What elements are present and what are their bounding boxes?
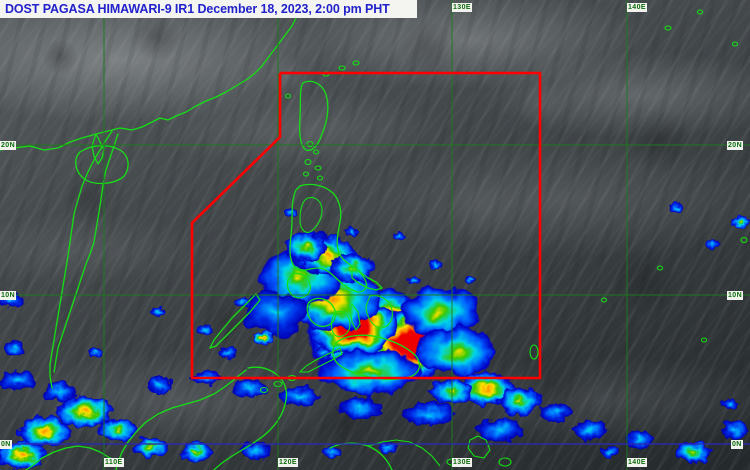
- lon-label-top-140E: 140E: [627, 3, 647, 12]
- scattered-cells: [89, 203, 750, 458]
- bicol-peninsula: [351, 265, 383, 291]
- vietnam-coast: [49, 130, 113, 389]
- palawan: [209, 293, 261, 349]
- marianas-islands: [664, 9, 748, 244]
- lon-label-bottom-110E: 110E: [104, 458, 124, 467]
- image-title-bar: DOST PAGASA HIMAWARI-9 IR1 December 18, …: [0, 0, 417, 18]
- lat-label-left-0N: 0N: [0, 440, 12, 449]
- hainan-island: [75, 145, 129, 185]
- indochina-china-coast-detail: [91, 133, 105, 165]
- batanes-babuyan-islands: [302, 140, 324, 181]
- lat-label-right-20N: 20N: [727, 141, 744, 150]
- cebu: [349, 302, 361, 332]
- taiwan: [299, 80, 329, 152]
- borneo-north-coast: [213, 366, 288, 470]
- mindanao: [332, 334, 421, 380]
- borneo: [115, 369, 247, 470]
- lat-label-left-10N: 10N: [0, 291, 17, 300]
- lon-label-bottom-120E: 120E: [278, 458, 298, 467]
- luzon-interior: [299, 197, 323, 233]
- vietnam-east-coast: [53, 133, 119, 373]
- lat-label-right-10N: 10N: [727, 291, 744, 300]
- par-boundary-polygon: [190, 71, 542, 380]
- samar-leyte: [365, 295, 393, 329]
- lon-label-top-130E: 130E: [452, 3, 472, 12]
- lat-label-left-20N: 20N: [0, 141, 17, 150]
- lon-label-bottom-140E: 140E: [627, 458, 647, 467]
- palau-islands: [529, 265, 708, 360]
- borneo-west: [25, 445, 119, 470]
- sulawesi-arm: [367, 439, 441, 467]
- itcz-band: [146, 370, 749, 463]
- negros: [330, 311, 351, 337]
- lon-label-bottom-130E: 130E: [452, 458, 472, 467]
- visayas: [306, 297, 337, 328]
- luzon: [289, 183, 368, 293]
- lat-label-right-0N: 0N: [731, 440, 743, 449]
- page-title: DOST PAGASA HIMAWARI-9 IR1 December 18, …: [5, 2, 390, 16]
- zamboanga-peninsula: [298, 347, 343, 373]
